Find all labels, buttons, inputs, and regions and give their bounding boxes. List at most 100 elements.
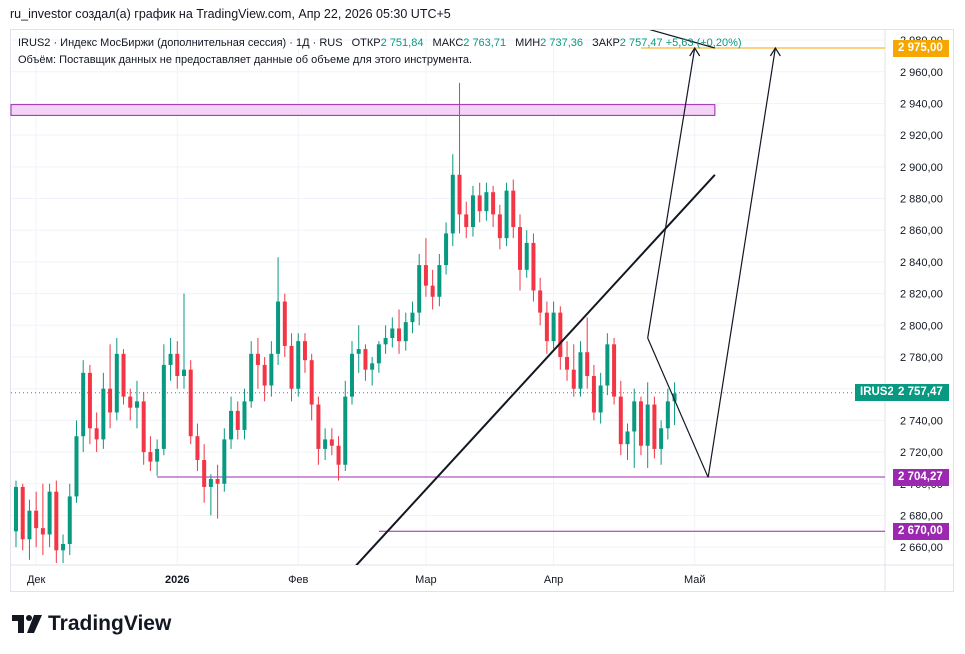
candle-body: [34, 510, 39, 529]
y-tick-label: 2 940,00: [900, 98, 943, 110]
projection-line: [647, 47, 696, 339]
candle-body: [40, 528, 45, 535]
candle-body: [363, 349, 368, 370]
candle-body: [208, 479, 213, 487]
candle-body: [61, 543, 66, 551]
candle-body: [511, 190, 516, 228]
projection-line: [647, 337, 709, 478]
candle-body: [423, 265, 428, 286]
level-tag-2975: 2 975,00: [893, 39, 949, 57]
candle-body: [195, 436, 200, 460]
candle-body: [450, 174, 455, 234]
candle-body: [356, 349, 361, 354]
candle-body: [531, 242, 536, 291]
candle-body: [87, 372, 92, 429]
candle-body: [235, 410, 240, 430]
candle-body: [625, 431, 630, 445]
candle-body: [444, 233, 449, 266]
candles-group: [14, 82, 677, 563]
candle-body: [329, 439, 334, 446]
arrow-head: [689, 46, 701, 57]
legend-change: +5,63 (+0,20%): [665, 37, 742, 49]
projection-line: [649, 30, 716, 49]
candle-body: [659, 428, 664, 449]
candle-body: [336, 445, 341, 465]
candle-body: [67, 496, 72, 544]
candle-body: [14, 486, 18, 532]
candle-body: [343, 396, 348, 465]
candle-body: [182, 369, 186, 377]
y-tick-label: 2 800,00: [900, 320, 943, 332]
candle-body: [74, 436, 79, 497]
candle-body: [376, 344, 381, 364]
candle-body: [94, 428, 99, 440]
candle-body: [491, 192, 496, 215]
x-tick-label: 2026: [165, 574, 189, 586]
support-trendline: [355, 174, 716, 565]
candle-body: [141, 401, 146, 453]
candle-body: [188, 369, 193, 437]
candle-body: [202, 459, 207, 487]
candle-body: [484, 192, 489, 212]
candle-body: [551, 312, 556, 342]
level-tag-2670: 2 670,00: [893, 522, 949, 540]
candle-body: [397, 328, 402, 342]
candle-body: [81, 372, 86, 437]
candle-body: [544, 312, 549, 342]
candle-body: [497, 214, 502, 239]
candle-body: [632, 401, 637, 432]
legend-symbol-line: IRUS2 · Индекс МосБиржи (дополнительная …: [18, 37, 343, 49]
projection-line: [707, 47, 776, 478]
candle-body: [222, 439, 227, 484]
candle-body: [242, 401, 247, 430]
y-tick-label: 2 820,00: [900, 289, 943, 301]
y-tick-label: 2 880,00: [900, 194, 943, 206]
candle-body: [296, 341, 301, 389]
candle-body: [383, 337, 388, 345]
y-tick-label: 2 900,00: [900, 162, 943, 174]
chart-attribution: ru_investor создал(а) график на TradingV…: [10, 7, 451, 21]
trendlines-group: [355, 30, 776, 565]
y-tick-label: 2 920,00: [900, 130, 943, 142]
tradingview-logo[interactable]: TradingView: [12, 612, 171, 636]
candle-body: [571, 369, 576, 389]
legend-close-label: ЗАКР: [592, 37, 620, 49]
candle-body: [591, 376, 596, 413]
legend-high-label: МАКС: [432, 37, 464, 49]
candle-body: [121, 353, 126, 397]
level-tag-2704: 2 704,27: [893, 468, 949, 486]
tradingview-logo-icon: [12, 615, 42, 633]
candle-body: [390, 328, 395, 338]
candle-body: [638, 401, 643, 446]
candle-body: [403, 322, 408, 342]
y-tick-label: 2 840,00: [900, 257, 943, 269]
candle-body: [417, 265, 422, 313]
candle-body: [504, 190, 509, 239]
y-tick-label: 2 960,00: [900, 67, 943, 79]
candle-body: [168, 353, 173, 365]
x-tick-label: Мар: [415, 574, 437, 586]
candle-body: [612, 344, 617, 397]
candle-body: [457, 174, 462, 215]
candle-body: [585, 352, 590, 377]
y-tick-label: 2 680,00: [900, 510, 943, 522]
candle-body: [20, 486, 25, 540]
candle-body: [114, 353, 119, 413]
candle-body: [276, 301, 281, 354]
candle-body: [518, 227, 522, 270]
tradingview-logo-text: TradingView: [48, 612, 172, 635]
candle-body: [652, 404, 657, 449]
candle-body: [155, 448, 160, 462]
last-price-symbol-tag: IRUS2: [855, 384, 894, 402]
candle-body: [249, 353, 254, 402]
arrow-head: [769, 46, 781, 57]
candle-body: [350, 353, 354, 397]
candle-body: [54, 491, 59, 551]
chart-legend: IRUS2 · Индекс МосБиржи (дополнительная …: [18, 35, 742, 69]
candle-body: [161, 364, 166, 449]
x-tick-label: Фев: [288, 574, 308, 586]
legend-open-label: ОТКР: [351, 37, 381, 49]
candle-body: [316, 404, 321, 449]
candle-body: [437, 265, 442, 297]
